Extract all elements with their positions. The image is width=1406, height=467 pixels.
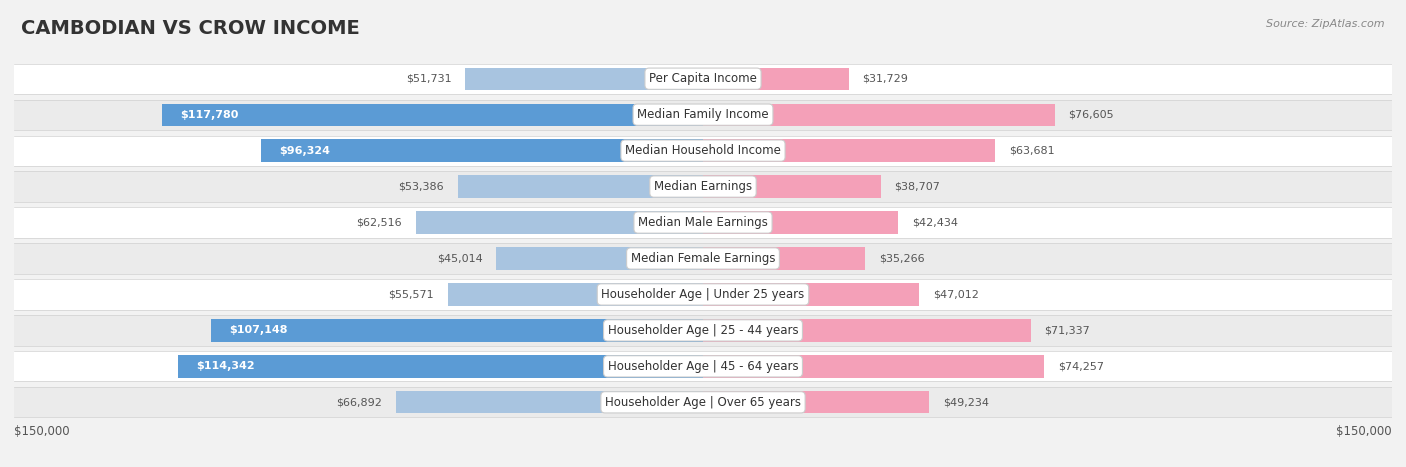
Bar xyxy=(703,212,898,234)
Bar xyxy=(703,104,1054,126)
Bar xyxy=(14,315,1392,346)
Bar xyxy=(14,64,1392,94)
Text: Median Male Earnings: Median Male Earnings xyxy=(638,216,768,229)
Text: $42,434: $42,434 xyxy=(911,218,957,227)
Text: Median Household Income: Median Household Income xyxy=(626,144,780,157)
Text: $150,000: $150,000 xyxy=(1336,425,1392,438)
Bar xyxy=(162,104,703,126)
Text: Source: ZipAtlas.com: Source: ZipAtlas.com xyxy=(1267,19,1385,28)
Bar xyxy=(14,351,1392,382)
Bar xyxy=(416,212,703,234)
Text: $63,681: $63,681 xyxy=(1010,146,1054,156)
Bar xyxy=(14,207,1392,238)
Bar xyxy=(703,68,849,90)
Text: Per Capita Income: Per Capita Income xyxy=(650,72,756,85)
Bar xyxy=(703,283,920,305)
Text: Householder Age | Under 25 years: Householder Age | Under 25 years xyxy=(602,288,804,301)
Bar xyxy=(465,68,703,90)
Text: Householder Age | Over 65 years: Householder Age | Over 65 years xyxy=(605,396,801,409)
Text: $62,516: $62,516 xyxy=(357,218,402,227)
Text: $150,000: $150,000 xyxy=(14,425,70,438)
Bar xyxy=(14,279,1392,310)
Bar xyxy=(14,243,1392,274)
Bar xyxy=(496,248,703,269)
Text: Householder Age | 45 - 64 years: Householder Age | 45 - 64 years xyxy=(607,360,799,373)
Bar xyxy=(447,283,703,305)
Bar xyxy=(703,248,865,269)
Bar xyxy=(14,99,1392,130)
Text: $35,266: $35,266 xyxy=(879,254,924,263)
Text: $55,571: $55,571 xyxy=(388,290,434,299)
Text: $66,892: $66,892 xyxy=(336,397,382,407)
Bar xyxy=(14,171,1392,202)
Bar xyxy=(458,176,703,198)
Text: $96,324: $96,324 xyxy=(278,146,330,156)
Text: $45,014: $45,014 xyxy=(437,254,482,263)
Text: $114,342: $114,342 xyxy=(197,361,254,371)
Bar xyxy=(177,355,703,377)
Text: $74,257: $74,257 xyxy=(1057,361,1104,371)
Text: CAMBODIAN VS CROW INCOME: CAMBODIAN VS CROW INCOME xyxy=(21,19,360,38)
Bar xyxy=(260,140,703,162)
Text: $71,337: $71,337 xyxy=(1045,325,1090,335)
Text: Householder Age | 25 - 44 years: Householder Age | 25 - 44 years xyxy=(607,324,799,337)
Text: $47,012: $47,012 xyxy=(932,290,979,299)
Text: Median Family Income: Median Family Income xyxy=(637,108,769,121)
Text: $51,731: $51,731 xyxy=(406,74,451,84)
Text: $49,234: $49,234 xyxy=(943,397,988,407)
Text: $53,386: $53,386 xyxy=(398,182,444,191)
Text: $76,605: $76,605 xyxy=(1069,110,1114,120)
Text: $117,780: $117,780 xyxy=(180,110,239,120)
Bar xyxy=(14,387,1392,417)
Bar xyxy=(703,319,1031,341)
Text: Median Female Earnings: Median Female Earnings xyxy=(631,252,775,265)
Bar xyxy=(703,355,1045,377)
Bar xyxy=(703,140,995,162)
Text: $31,729: $31,729 xyxy=(862,74,908,84)
Text: $107,148: $107,148 xyxy=(229,325,288,335)
Bar xyxy=(211,319,703,341)
Text: $38,707: $38,707 xyxy=(894,182,941,191)
Bar xyxy=(703,391,929,413)
Bar xyxy=(395,391,703,413)
Bar xyxy=(703,176,880,198)
Bar xyxy=(14,135,1392,166)
Text: Median Earnings: Median Earnings xyxy=(654,180,752,193)
